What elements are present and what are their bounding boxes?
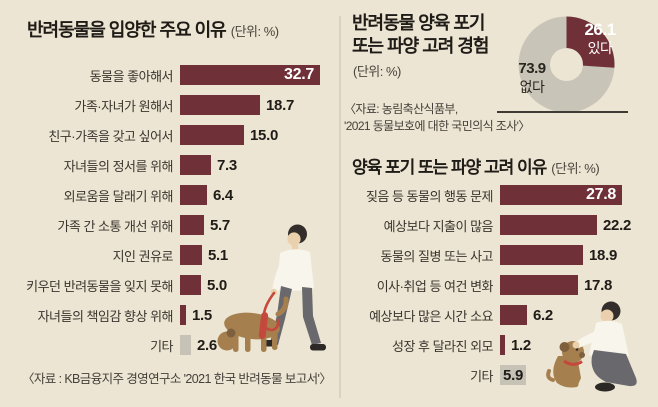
right-chart-unit: (단위: %): [551, 161, 600, 176]
bar-value: 6.4: [213, 186, 233, 204]
bar: [180, 335, 191, 355]
bar-value: 18.9: [589, 246, 617, 264]
experience-chart-title: 반려동물 양육 포기 또는 파양 고려 경험: [352, 12, 489, 58]
bar-label: 기타: [470, 368, 493, 384]
donut-hole: [550, 48, 583, 81]
bar-row: 키우던 반려동물을 잊지 못해 5.0: [10, 270, 320, 300]
donut-no-value: 73.9: [518, 60, 546, 77]
bar: [500, 245, 583, 265]
bar-label: 예상보다 많은 시간 소요: [369, 308, 493, 324]
bar-label: 기타: [150, 338, 173, 354]
bar: 27.8: [500, 185, 622, 205]
bar: [180, 215, 204, 235]
bar-label: 예상보다 지출이 많음: [383, 218, 494, 234]
experience-title-line2: 또는 파양 고려 경험: [352, 36, 489, 56]
bar-row: 짖음 등 동물의 행동 문제 27.8: [344, 180, 631, 210]
bar-value: 1.2: [511, 336, 531, 354]
bar-value: 1.5: [192, 306, 212, 324]
bar-row: 예상보다 지출이 많음 22.2: [344, 210, 631, 240]
bar-value: 17.8: [584, 276, 612, 294]
bar-value: 27.8: [586, 186, 616, 203]
bar: [180, 95, 260, 115]
bar: [180, 275, 201, 295]
section-divider: [339, 16, 341, 398]
bar-label: 동물의 질병 또는 사고: [380, 248, 494, 264]
bar-label: 친구·가족을 갖고 싶어서: [48, 128, 173, 144]
bar: [180, 245, 202, 265]
bar: [180, 305, 186, 325]
bar-value: 5.9: [503, 366, 523, 384]
bar-row: 기타 5.9: [344, 360, 631, 390]
bar-row: 자녀들의 책임감 향상 위해 1.5: [10, 300, 320, 330]
left-chart-title-text: 반려동물을 입양한 주요 이유: [27, 20, 227, 40]
bar-value: 6.2: [533, 306, 553, 324]
bar-row: 자녀들의 정서를 위해 7.3: [10, 150, 320, 180]
bar: [500, 275, 578, 295]
donut-no-label: 73.9 없다: [509, 60, 555, 96]
bar-label: 지인 권유로: [112, 248, 174, 264]
bar: 32.7: [180, 65, 320, 85]
bar-label: 가족 간 소통 개선 위해: [57, 218, 173, 234]
right-bar-chart: 짖음 등 동물의 행동 문제 27.8 예상보다 지출이 많음 22.2 동물의 질병 …: [344, 180, 631, 390]
bar-label: 외로움을 달래기 위해: [63, 188, 174, 204]
bar-row: 동물의 질병 또는 사고 18.9: [344, 240, 631, 270]
bar-label: 이사·취업 등 여건 변화: [376, 278, 494, 294]
donut-yes-label: 26.1 있다: [572, 21, 628, 57]
left-bar-chart: 동물을 좋아해서 32.7 가족·자녀가 원해서 18.7 친구·가족을 갖고 싶어서 1…: [10, 60, 320, 360]
bar: [500, 305, 527, 325]
bar-label: 키우던 반려동물을 잊지 못해: [26, 278, 173, 294]
donut-yes-text: 있다: [587, 40, 613, 56]
bar-label: 자녀들의 정서를 위해: [63, 158, 174, 174]
bar-value: 5.1: [208, 246, 228, 264]
bar: [180, 155, 211, 175]
bar: 5.9: [500, 365, 526, 385]
experience-title-line1: 반려동물 양육 포기: [352, 13, 485, 33]
bar-value: 32.7: [284, 66, 314, 83]
bar-label: 짖음 등 동물의 행동 문제: [365, 188, 494, 204]
bar-label: 가족·자녀가 원해서: [74, 98, 173, 114]
left-chart-title: 반려동물을 입양한 주요 이유 (단위: %): [27, 16, 279, 42]
donut-yes-value: 26.1: [584, 20, 616, 39]
right-chart-title: 양육 포기 또는 파양 고려 이유 (단위: %): [352, 153, 600, 178]
donut-no-text: 없다: [519, 79, 545, 95]
bar-row: 기타 2.6: [10, 330, 320, 360]
bar-label: 동물을 좋아해서: [89, 68, 174, 84]
left-chart-unit: (단위: %): [230, 24, 279, 39]
bar-label: 자녀들의 책임감 향상 위해: [37, 308, 174, 324]
experience-source-line2: '2021 동물보호에 대한 국민의식 조사'〉: [344, 118, 530, 133]
bar: [500, 335, 505, 355]
bar: [500, 215, 597, 235]
experience-source-line1: 〈자료: 농림축산식품부,: [344, 102, 458, 116]
experience-chart-unit: (단위: %): [353, 64, 401, 79]
bar-row: 동물을 좋아해서 32.7: [10, 60, 320, 90]
bar-row: 외로움을 달래기 위해 6.4: [10, 180, 320, 210]
bar-row: 성장 후 달라진 외모 1.2: [344, 330, 631, 360]
bar-value: 7.3: [217, 156, 237, 174]
bar-row: 지인 권유로 5.1: [10, 240, 320, 270]
bar-row: 이사·취업 등 여건 변화 17.8: [344, 270, 631, 300]
bar-value: 5.7: [210, 216, 230, 234]
experience-chart-source: 〈자료: 농림축산식품부, '2021 동물보호에 대한 국민의식 조사'〉: [344, 101, 530, 134]
donut-chart: [518, 16, 615, 113]
donut-chart-svg: [518, 16, 615, 113]
bar-value: 18.7: [266, 96, 294, 114]
bar-row: 가족·자녀가 원해서 18.7: [10, 90, 320, 120]
bar-value: 15.0: [250, 126, 278, 144]
bar-label: 성장 후 달라진 외모: [391, 338, 494, 354]
bar-row: 가족 간 소통 개선 위해 5.7: [10, 210, 320, 240]
bar-row: 친구·가족을 갖고 싶어서 15.0: [10, 120, 320, 150]
right-chart-title-text: 양육 포기 또는 파양 고려 이유: [352, 158, 547, 177]
bar: [180, 185, 207, 205]
bar-value: 22.2: [603, 216, 631, 234]
left-chart-source: 〈자료 : KB금융지주 경영연구소 '2021 한국 반려동물 보고서'〉: [22, 372, 332, 386]
bar-value: 2.6: [197, 336, 217, 354]
bar-row: 예상보다 많은 시간 소요 6.2: [344, 300, 631, 330]
bar: [180, 125, 244, 145]
bar-value: 5.0: [207, 276, 227, 294]
donut-underline: [497, 111, 628, 113]
